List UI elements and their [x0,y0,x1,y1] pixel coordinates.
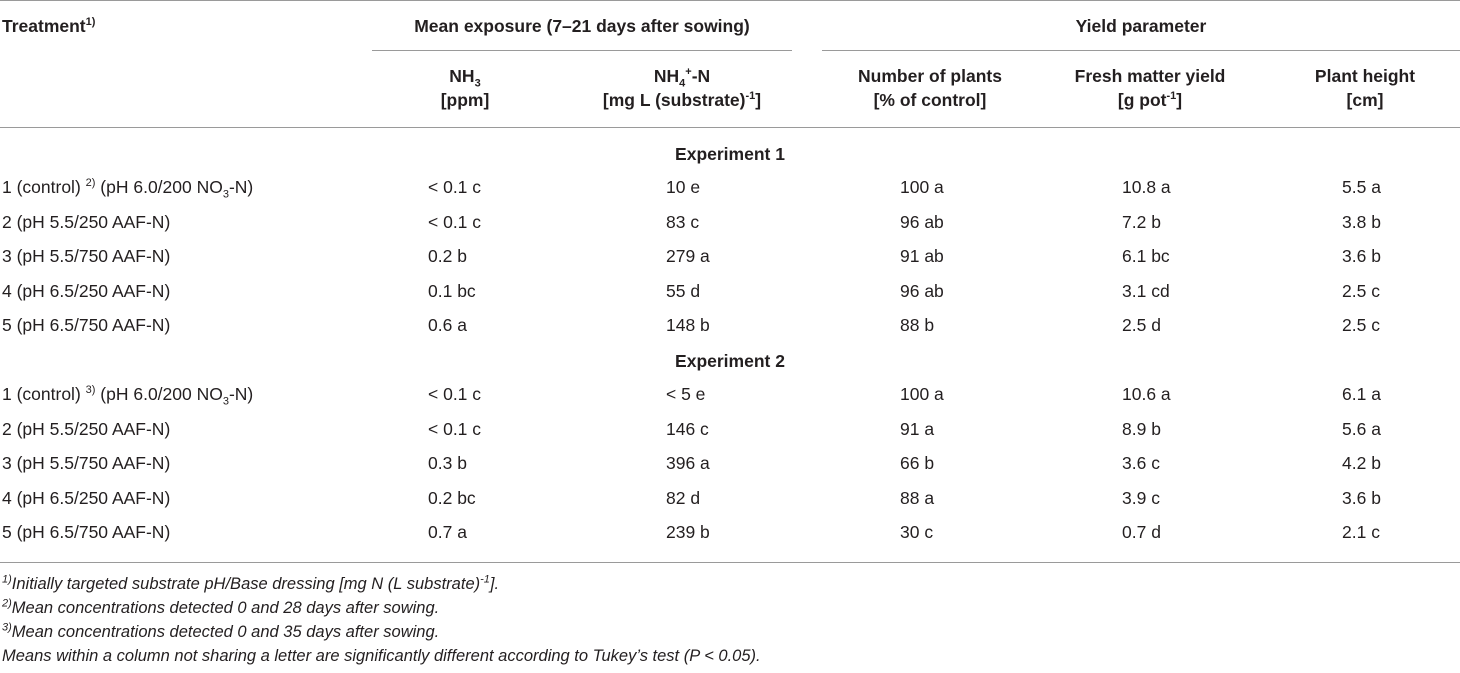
cell-plants: 96 ab [900,280,944,301]
cell-fresh: 3.6 c [1122,453,1160,474]
table-row: 3 (pH 5.5/750 AAF-N) 0.3 b 396 a 66 b 3.6 c 4… [0,446,1460,480]
cell-fresh: 0.7 d [1122,522,1161,543]
cell-height: 4.2 b [1342,453,1381,474]
cell-treatment: 4 (pH 6.5/250 AAF-N) [2,280,171,301]
cell-plants: 66 b [900,453,935,474]
table-row: 1 (control) 2) (pH 6.0/200 NO3-N) < 0.1 c… [0,170,1460,204]
table-row: 5 (pH 6.5/750 AAF-N) 0.7 a 239 b 30 c 0.7 d 2… [0,515,1460,549]
cell-treatment: 2 (pH 5.5/250 AAF-N) [2,211,171,232]
cell-nh4: 148 b [666,315,710,336]
cell-nh4: 10 e [666,177,701,197]
header-treatment: Treatment1) [2,16,96,36]
header-fresh: Fresh matter yield [g pot-1] [1074,66,1226,110]
cell-plants: 30 c [900,522,934,543]
experiment-title: Experiment 2 [675,351,785,371]
cell-nh4: 82 d [666,487,701,508]
header-group-exposure: Mean exposure (7–21 days after sowing) [414,16,750,36]
cell-fresh: 7.2 b [1122,211,1161,232]
cell-fresh: 8.9 b [1122,418,1161,439]
cell-nh3: < 0.1 c [428,177,482,197]
cell-height: 5.6 a [1342,418,1381,439]
cell-plants: 91 a [900,418,935,439]
cell-nh3: 0.2 b [428,246,467,267]
cell-fresh: 3.9 c [1122,487,1160,508]
cell-treatment: 1 (control) 3) (pH 6.0/200 NO3-N) [2,384,254,408]
cell-plants: 100 a [900,384,944,404]
cell-nh3: < 0.1 c [428,384,482,404]
top-rule [0,0,1460,1]
cell-height: 2.1 c [1342,522,1380,543]
cell-treatment: 5 (pH 6.5/750 AAF-N) [2,522,171,543]
table-row: 3 (pH 5.5/750 AAF-N) 0.2 b 279 a 91 ab 6.1 b… [0,239,1460,273]
cell-plants: 88 b [900,315,935,336]
cell-plants: 91 ab [900,246,944,267]
table-bottom-rule [0,562,1460,563]
cell-plants: 88 a [900,487,935,508]
table-row: 2 (pH 5.5/250 AAF-N) < 0.1 c 83 c 96 ab 7.2 … [0,205,1460,239]
cell-height: 5.5 a [1342,177,1381,197]
cell-treatment: 5 (pH 6.5/750 AAF-N) [2,315,171,336]
cell-plants: 100 a [900,177,944,197]
exposure-group-rule [372,50,792,51]
cell-nh4: 239 b [666,522,710,543]
header-group-yield: Yield parameter [1075,16,1207,36]
cell-fresh: 2.5 d [1122,315,1161,336]
cell-fresh: 3.1 cd [1122,280,1170,301]
table-row: 4 (pH 6.5/250 AAF-N) 0.2 bc 82 d 88 a 3.9 c 3… [0,481,1460,515]
cell-plants: 96 ab [900,211,944,232]
header-plants: Number of plants [% of control] [858,66,1002,110]
table-row: 5 (pH 6.5/750 AAF-N) 0.6 a 148 b 88 b 2.5 d 2… [0,308,1460,342]
cell-height: 2.5 c [1342,280,1380,301]
cell-fresh: 10.8 a [1122,177,1171,197]
cell-nh4: 279 a [666,246,710,267]
cell-treatment: 1 (control) 2) (pH 6.0/200 NO3-N) [2,177,254,201]
cell-treatment: 4 (pH 6.5/250 AAF-N) [2,487,171,508]
footnote-4: Means within a column not sharing a lett… [2,647,761,665]
yield-group-rule [822,50,1460,51]
cell-nh4: 146 c [666,418,709,439]
cell-treatment: 2 (pH 5.5/250 AAF-N) [2,418,171,439]
header-bottom-rule [0,127,1460,128]
footnote-1: 1)Initially targeted substrate pH/Base d… [2,573,500,593]
cell-nh4: 55 d [666,280,701,301]
cell-fresh: 6.1 bc [1122,246,1170,267]
cell-height: 3.6 b [1342,246,1381,267]
cell-treatment: 3 (pH 5.5/750 AAF-N) [2,246,171,267]
cell-height: 3.8 b [1342,211,1381,232]
experiment-title: Experiment 1 [675,144,785,164]
cell-height: 3.6 b [1342,487,1381,508]
cell-nh3: < 0.1 c [428,418,482,439]
cell-nh4: < 5 e [666,384,706,404]
cell-height: 6.1 a [1342,384,1381,404]
table-row: 2 (pH 5.5/250 AAF-N) < 0.1 c 146 c 91 a 8.9 … [0,412,1460,446]
cell-nh3: 0.7 a [428,522,467,543]
cell-nh3: 0.2 bc [428,487,476,508]
footnote-3: 3)Mean concentrations detected 0 and 35 … [2,621,440,641]
cell-nh4: 396 a [666,453,710,474]
header-nh4: NH4+-N [mg L (substrate)-1] [602,66,762,110]
cell-nh3: < 0.1 c [428,211,482,232]
table-row: 4 (pH 6.5/250 AAF-N) 0.1 bc 55 d 96 ab 3.1 c… [0,274,1460,308]
header-nh3: NH3 [ppm] [440,66,490,110]
cell-nh4: 83 c [666,211,700,232]
cell-nh3: 0.3 b [428,453,467,474]
footnote-2: 2)Mean concentrations detected 0 and 28 … [2,597,440,617]
table-row: 1 (control) 3) (pH 6.0/200 NO3-N) < 0.1 c… [0,377,1460,411]
cell-nh3: 0.1 bc [428,280,476,301]
header-height: Plant height [cm] [1314,66,1416,110]
cell-height: 2.5 c [1342,315,1380,336]
cell-treatment: 3 (pH 5.5/750 AAF-N) [2,453,171,474]
cell-nh3: 0.6 a [428,315,467,336]
cell-fresh: 10.6 a [1122,384,1171,404]
